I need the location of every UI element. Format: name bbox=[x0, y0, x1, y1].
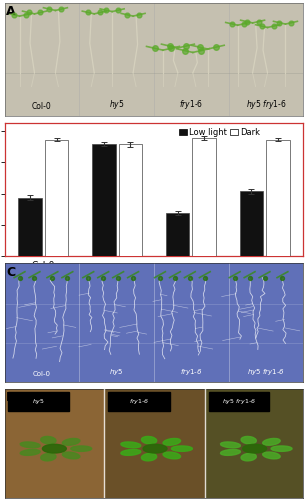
Point bbox=[172, 274, 177, 281]
Point bbox=[199, 46, 204, 54]
Ellipse shape bbox=[172, 446, 192, 452]
Point bbox=[184, 42, 188, 50]
Bar bbox=[45, 140, 68, 256]
Ellipse shape bbox=[141, 454, 157, 461]
Point bbox=[116, 6, 121, 14]
Point bbox=[262, 274, 267, 281]
Text: $hy5$ $fry1$-6: $hy5$ $fry1$-6 bbox=[222, 397, 256, 406]
Point bbox=[244, 18, 249, 25]
Bar bbox=[8, 392, 69, 410]
Ellipse shape bbox=[41, 436, 56, 444]
Ellipse shape bbox=[221, 450, 241, 456]
Ellipse shape bbox=[241, 436, 256, 444]
Point bbox=[104, 6, 109, 14]
Text: $hy5$ $fry1$-6: $hy5$ $fry1$-6 bbox=[245, 98, 286, 112]
Text: C: C bbox=[6, 266, 15, 279]
Point bbox=[32, 274, 37, 281]
Point bbox=[38, 8, 43, 16]
Bar bbox=[108, 392, 170, 410]
Text: Col-0: Col-0 bbox=[33, 371, 51, 377]
Point bbox=[17, 274, 22, 281]
Point bbox=[50, 274, 55, 281]
Point bbox=[232, 274, 237, 281]
Ellipse shape bbox=[71, 446, 92, 452]
Bar bbox=[240, 192, 263, 256]
Ellipse shape bbox=[121, 450, 141, 456]
Text: $hy5$ $fry1$-6: $hy5$ $fry1$-6 bbox=[247, 367, 285, 377]
Point bbox=[280, 274, 285, 281]
Text: D: D bbox=[6, 391, 16, 404]
Point bbox=[98, 8, 103, 16]
Ellipse shape bbox=[221, 442, 241, 448]
Ellipse shape bbox=[41, 454, 56, 461]
Ellipse shape bbox=[241, 454, 256, 461]
Point bbox=[197, 43, 202, 51]
Point bbox=[86, 274, 91, 281]
Bar bbox=[266, 140, 290, 256]
Point bbox=[23, 11, 28, 19]
Ellipse shape bbox=[20, 442, 40, 448]
Point bbox=[101, 274, 106, 281]
Text: $fry1$-6: $fry1$-6 bbox=[179, 98, 204, 112]
Ellipse shape bbox=[263, 438, 280, 446]
Text: Col-0: Col-0 bbox=[32, 102, 52, 112]
Ellipse shape bbox=[141, 436, 157, 444]
Point bbox=[26, 8, 31, 16]
Circle shape bbox=[43, 444, 66, 453]
Text: $hy5$: $hy5$ bbox=[109, 367, 124, 377]
Bar bbox=[206, 389, 303, 498]
Text: $hy5$: $hy5$ bbox=[32, 397, 45, 406]
Ellipse shape bbox=[63, 452, 80, 459]
Point bbox=[47, 5, 52, 13]
Text: $hy5$: $hy5$ bbox=[109, 98, 124, 112]
Point bbox=[241, 20, 246, 28]
Circle shape bbox=[243, 444, 267, 453]
Point bbox=[259, 22, 264, 30]
Point bbox=[202, 274, 207, 281]
Circle shape bbox=[143, 444, 167, 453]
Point bbox=[289, 18, 294, 26]
Bar bbox=[5, 389, 104, 498]
Bar bbox=[105, 389, 205, 498]
Text: $fry1$-6: $fry1$-6 bbox=[180, 367, 203, 377]
Ellipse shape bbox=[271, 446, 292, 452]
Text: $fry1$-6: $fry1$-6 bbox=[129, 397, 149, 406]
Ellipse shape bbox=[121, 442, 141, 448]
Point bbox=[152, 44, 157, 52]
Point bbox=[137, 11, 142, 19]
Point bbox=[167, 42, 172, 50]
Ellipse shape bbox=[63, 438, 80, 446]
Legend: Low light, Dark: Low light, Dark bbox=[178, 128, 261, 138]
Point bbox=[116, 274, 121, 281]
Bar bbox=[92, 144, 116, 256]
Point bbox=[86, 8, 91, 16]
Point bbox=[271, 22, 276, 30]
Point bbox=[229, 20, 234, 28]
Point bbox=[247, 274, 252, 281]
Point bbox=[131, 274, 136, 281]
Ellipse shape bbox=[163, 438, 180, 446]
Point bbox=[59, 5, 64, 13]
Text: A: A bbox=[6, 5, 16, 18]
Ellipse shape bbox=[163, 452, 180, 459]
Point bbox=[256, 18, 261, 25]
Point bbox=[157, 274, 162, 281]
Bar bbox=[192, 138, 216, 256]
Bar bbox=[18, 198, 42, 256]
Point bbox=[125, 11, 130, 19]
Point bbox=[277, 18, 282, 26]
Point bbox=[11, 11, 16, 19]
Ellipse shape bbox=[263, 452, 280, 459]
Bar bbox=[166, 213, 189, 256]
Ellipse shape bbox=[20, 450, 40, 456]
Point bbox=[65, 274, 70, 281]
Bar bbox=[119, 144, 142, 256]
Bar bbox=[209, 392, 270, 410]
Point bbox=[182, 46, 187, 54]
Point bbox=[187, 274, 192, 281]
Point bbox=[169, 44, 174, 52]
Point bbox=[213, 43, 218, 51]
